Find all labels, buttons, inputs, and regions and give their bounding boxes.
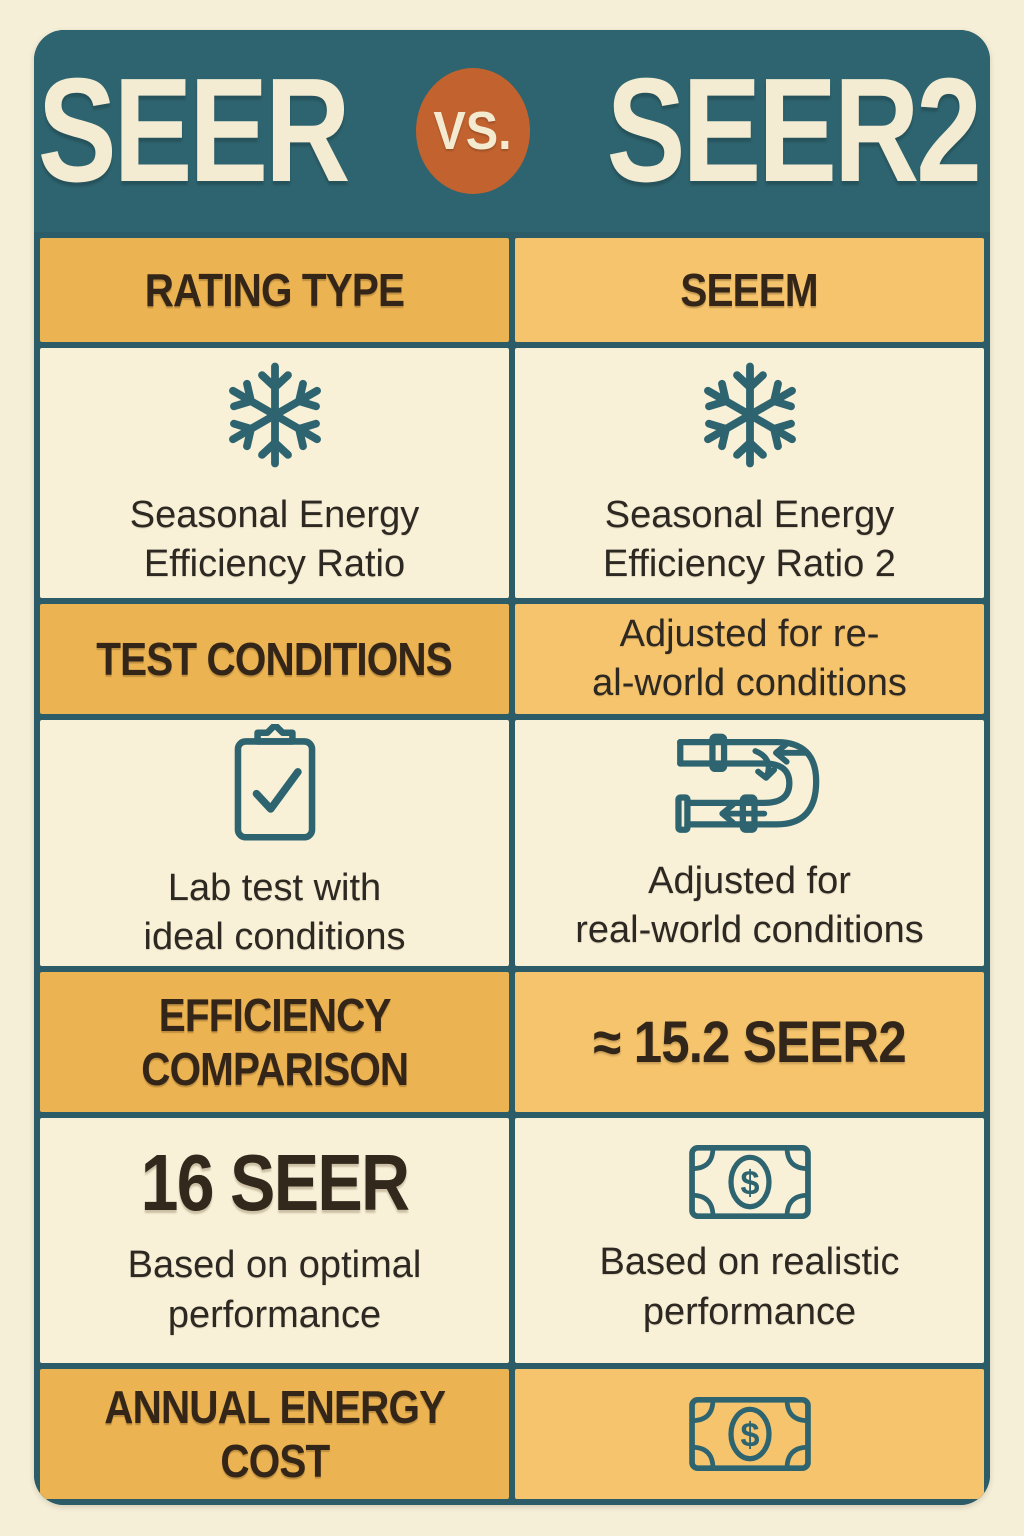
rating-type-label: RATING TYPE [144, 263, 405, 316]
cell-test-conditions: TEST CONDITIONS [40, 604, 509, 714]
vs-label: VS. [433, 101, 513, 161]
efficiency-label-line1: EFFICIENCY [158, 988, 392, 1041]
cell-lab-test: Lab test with ideal conditions [40, 720, 509, 966]
realistic-line2: performance [642, 1290, 857, 1333]
realistic-line1: Based on realistic [599, 1241, 900, 1284]
real-world-line1: Adjusted for [648, 859, 851, 902]
seer2-definition-line1: Seasonal Energy [604, 493, 895, 536]
cell-efficiency-comparison: EFFICIENCY COMPARISON [40, 972, 509, 1112]
cell-rating-type: RATING TYPE [40, 238, 509, 342]
cell-annual-energy-cost: ANNUAL ENERGY COST [40, 1369, 509, 1499]
clipboard-check-icon [225, 723, 325, 846]
banknote-icon: $ [688, 1396, 812, 1472]
optimal-line1: Based on optimal [127, 1244, 422, 1287]
annual-cost-label-line1: ANNUAL ENERGY [104, 1380, 446, 1433]
dollar-sign: $ [740, 1416, 759, 1454]
cell-adjusted-conditions: Adjusted for re- al-world conditions [515, 604, 984, 714]
snowflake-icon [698, 357, 802, 473]
cell-seer-definition: Seasonal Energy Efficiency Ratio [40, 348, 509, 598]
seer-rating-value: 16 SEER [140, 1138, 411, 1228]
cell-annual-cost-icon: $ [515, 1369, 984, 1499]
optimal-line2: performance [167, 1293, 382, 1336]
annual-cost-label-line2: COST [220, 1435, 330, 1487]
real-world-line2: real-world conditions [575, 909, 924, 951]
test-conditions-label: TEST CONDITIONS [96, 632, 454, 685]
dollar-sign: $ [740, 1164, 759, 1202]
cell-seer2-definition: Seasonal Energy Efficiency Ratio 2 [515, 348, 984, 598]
cell-seeem: SEEEM [515, 238, 984, 342]
header-banner: SEER VS. SEER2 [34, 30, 990, 232]
title-seer2: SEER2 [606, 48, 981, 213]
vs-badge: VS. [415, 68, 530, 194]
banknote-icon: $ [688, 1144, 812, 1220]
snowflake-icon [223, 357, 327, 473]
comparison-table: RATING TYPE SEEEM [34, 232, 990, 1505]
cell-real-world: Adjusted for real-world conditions [515, 720, 984, 966]
efficiency-label-line2: COMPARISON [140, 1043, 409, 1095]
duct-pipes-icon [674, 731, 826, 839]
cell-16-seer: 16 SEER Based on optimal performance [40, 1118, 509, 1363]
seer-definition-line1: Seasonal Energy [129, 493, 420, 536]
title-seer: SEER [37, 48, 351, 213]
lab-test-line2: ideal conditions [143, 916, 406, 958]
adjusted-line1: Adjusted for re- [619, 612, 880, 655]
seeem-label: SEEEM [680, 263, 819, 316]
adjusted-line2: al-world conditions [592, 662, 907, 704]
seer-definition-line2: Efficiency Ratio [143, 543, 406, 585]
cell-seer2-equivalent: ≈ 15.2 SEER2 [515, 972, 984, 1112]
seer2-definition-line2: Efficiency Ratio 2 [603, 543, 896, 585]
seer2-equivalent-value: ≈ 15.2 SEER2 [593, 1009, 906, 1075]
cell-realistic-performance: $ Based on realistic performance [515, 1118, 984, 1363]
infographic-card: SEER VS. SEER2 RATING TYPE SEEEM [34, 30, 990, 1505]
lab-test-line1: Lab test with [167, 866, 382, 909]
